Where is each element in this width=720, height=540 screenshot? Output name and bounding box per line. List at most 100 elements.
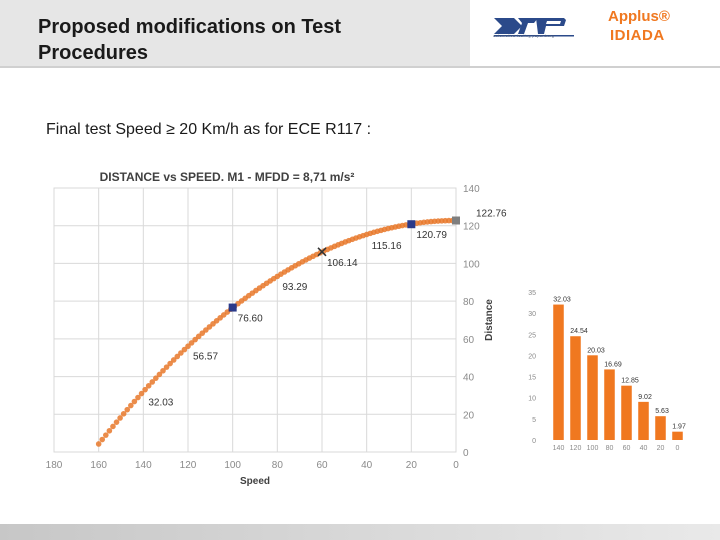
- bar-value-label: 24.54: [570, 328, 588, 335]
- x-tick-label: 100: [224, 460, 241, 471]
- x-tick-label: 60: [316, 460, 328, 471]
- data-point: [145, 382, 152, 389]
- data-point: [113, 419, 120, 425]
- y-tick-label: 80: [463, 297, 475, 308]
- data-point: [120, 410, 127, 417]
- point-marker-cross: [317, 247, 327, 257]
- data-point: [149, 379, 156, 385]
- y-tick-label: 0: [463, 448, 469, 459]
- bar: [621, 385, 632, 440]
- bar-category-label: 140: [553, 445, 565, 452]
- data-point: [188, 340, 195, 346]
- x-tick-label: 20: [406, 460, 418, 471]
- chart-title: DISTANCE vs SPEED. M1 - MFDD = 8,71 m/s²: [100, 170, 355, 184]
- data-point: [106, 427, 113, 434]
- data-point: [99, 436, 106, 443]
- bar-value-label: 20.03: [587, 347, 605, 354]
- data-point: [174, 353, 181, 360]
- header-divider: [0, 66, 720, 68]
- y-tick-label: 120: [463, 222, 480, 233]
- data-label: 120.79: [416, 230, 447, 241]
- bar-y-tick-label: 15: [528, 375, 536, 382]
- bar-y-tick-label: 0: [532, 438, 536, 445]
- data-point: [117, 415, 123, 421]
- data-point: [142, 386, 148, 393]
- y-tick-label: 100: [463, 259, 480, 270]
- bar-category-label: 0: [676, 445, 680, 452]
- data-label: 122.76: [476, 209, 507, 220]
- bar: [587, 355, 598, 440]
- title-band: [0, 0, 470, 68]
- data-point: [110, 423, 116, 430]
- bar-category-label: 40: [640, 445, 648, 452]
- bar: [570, 336, 581, 440]
- data-point: [170, 357, 177, 363]
- bar-y-tick-label: 25: [528, 332, 536, 339]
- data-point: [103, 432, 109, 438]
- atp-logo: [494, 18, 574, 37]
- x-tick-label: 180: [46, 460, 63, 471]
- point-marker-square: [407, 220, 416, 229]
- y-tick-label: 140: [463, 184, 480, 195]
- distance-speed-chart: DISTANCE vs SPEED. M1 - MFDD = 8,71 m/s²…: [46, 170, 507, 487]
- bar-category-label: 100: [587, 445, 599, 452]
- x-tick-label: 0: [453, 460, 459, 471]
- data-point: [185, 343, 191, 350]
- data-point: [95, 441, 102, 447]
- bar: [638, 401, 649, 440]
- data-point: [135, 394, 141, 401]
- data-point: [195, 333, 202, 340]
- bar-y-tick-label: 5: [532, 417, 536, 424]
- data-point: [131, 398, 138, 405]
- y-tick-label: 40: [463, 373, 475, 384]
- bar: [672, 431, 683, 440]
- distance-bar-chart: 0 5 10 15 20 25 30 35 32.03 140 24.54 120 20.03 100 16…: [528, 290, 686, 452]
- x-tick-label: 120: [180, 460, 197, 471]
- bar-y-tick-label: 20: [528, 353, 536, 360]
- x-tick-label: 80: [272, 460, 284, 471]
- bar-value-label: 1.97: [672, 424, 686, 431]
- data-point: [178, 350, 184, 356]
- bar: [655, 416, 666, 440]
- data-point: [138, 390, 145, 397]
- bar-category-label: 120: [570, 445, 582, 452]
- bar-value-label: 32.03: [553, 297, 571, 304]
- bar-y-tick-label: 30: [528, 311, 536, 318]
- bar-y-tick-label: 35: [528, 290, 536, 297]
- y-tick-label: 20: [463, 410, 475, 421]
- bar-value-label: 5.63: [655, 408, 669, 415]
- data-label: 32.03: [148, 398, 173, 409]
- applus-logo: Applus®: [608, 8, 670, 25]
- title-band-diagonal: [410, 0, 470, 68]
- data-point: [153, 375, 159, 381]
- x-tick-label: 40: [361, 460, 373, 471]
- page-title: Proposed modifications on Test Procedure…: [38, 16, 341, 64]
- atp-logo-tagline: automotive testing papenburg: [493, 33, 555, 38]
- data-point: [163, 364, 170, 370]
- data-point: [167, 360, 173, 367]
- x-axis-label: Speed: [240, 476, 270, 487]
- bar-value-label: 12.85: [621, 378, 639, 385]
- idiada-logo: IDIADA: [610, 27, 665, 44]
- data-point: [192, 336, 198, 343]
- data-label: 93.29: [282, 282, 307, 293]
- slide-subtitle: Final test Speed ≥ 20 Km/h as for ECE R1…: [46, 121, 372, 138]
- bar-category-label: 80: [606, 445, 614, 452]
- x-tick-label: 140: [135, 460, 152, 471]
- data-label: 115.16: [372, 241, 402, 252]
- bar: [604, 369, 615, 440]
- bar: [553, 304, 564, 440]
- x-tick-label: 160: [90, 460, 107, 471]
- y-axis-label: Distance: [484, 299, 495, 341]
- footer-bar: [0, 524, 720, 540]
- data-point: [128, 402, 134, 409]
- data-label: 76.60: [238, 314, 263, 325]
- data-point: [124, 406, 131, 413]
- data-point: [181, 346, 188, 353]
- bar-value-label: 16.69: [604, 361, 622, 368]
- bar-category-label: 60: [623, 445, 631, 452]
- bar-y-tick-label: 10: [528, 396, 536, 403]
- bar-category-label: 20: [657, 445, 665, 452]
- data-label: 56.57: [193, 351, 218, 362]
- point-marker-square: [452, 216, 460, 225]
